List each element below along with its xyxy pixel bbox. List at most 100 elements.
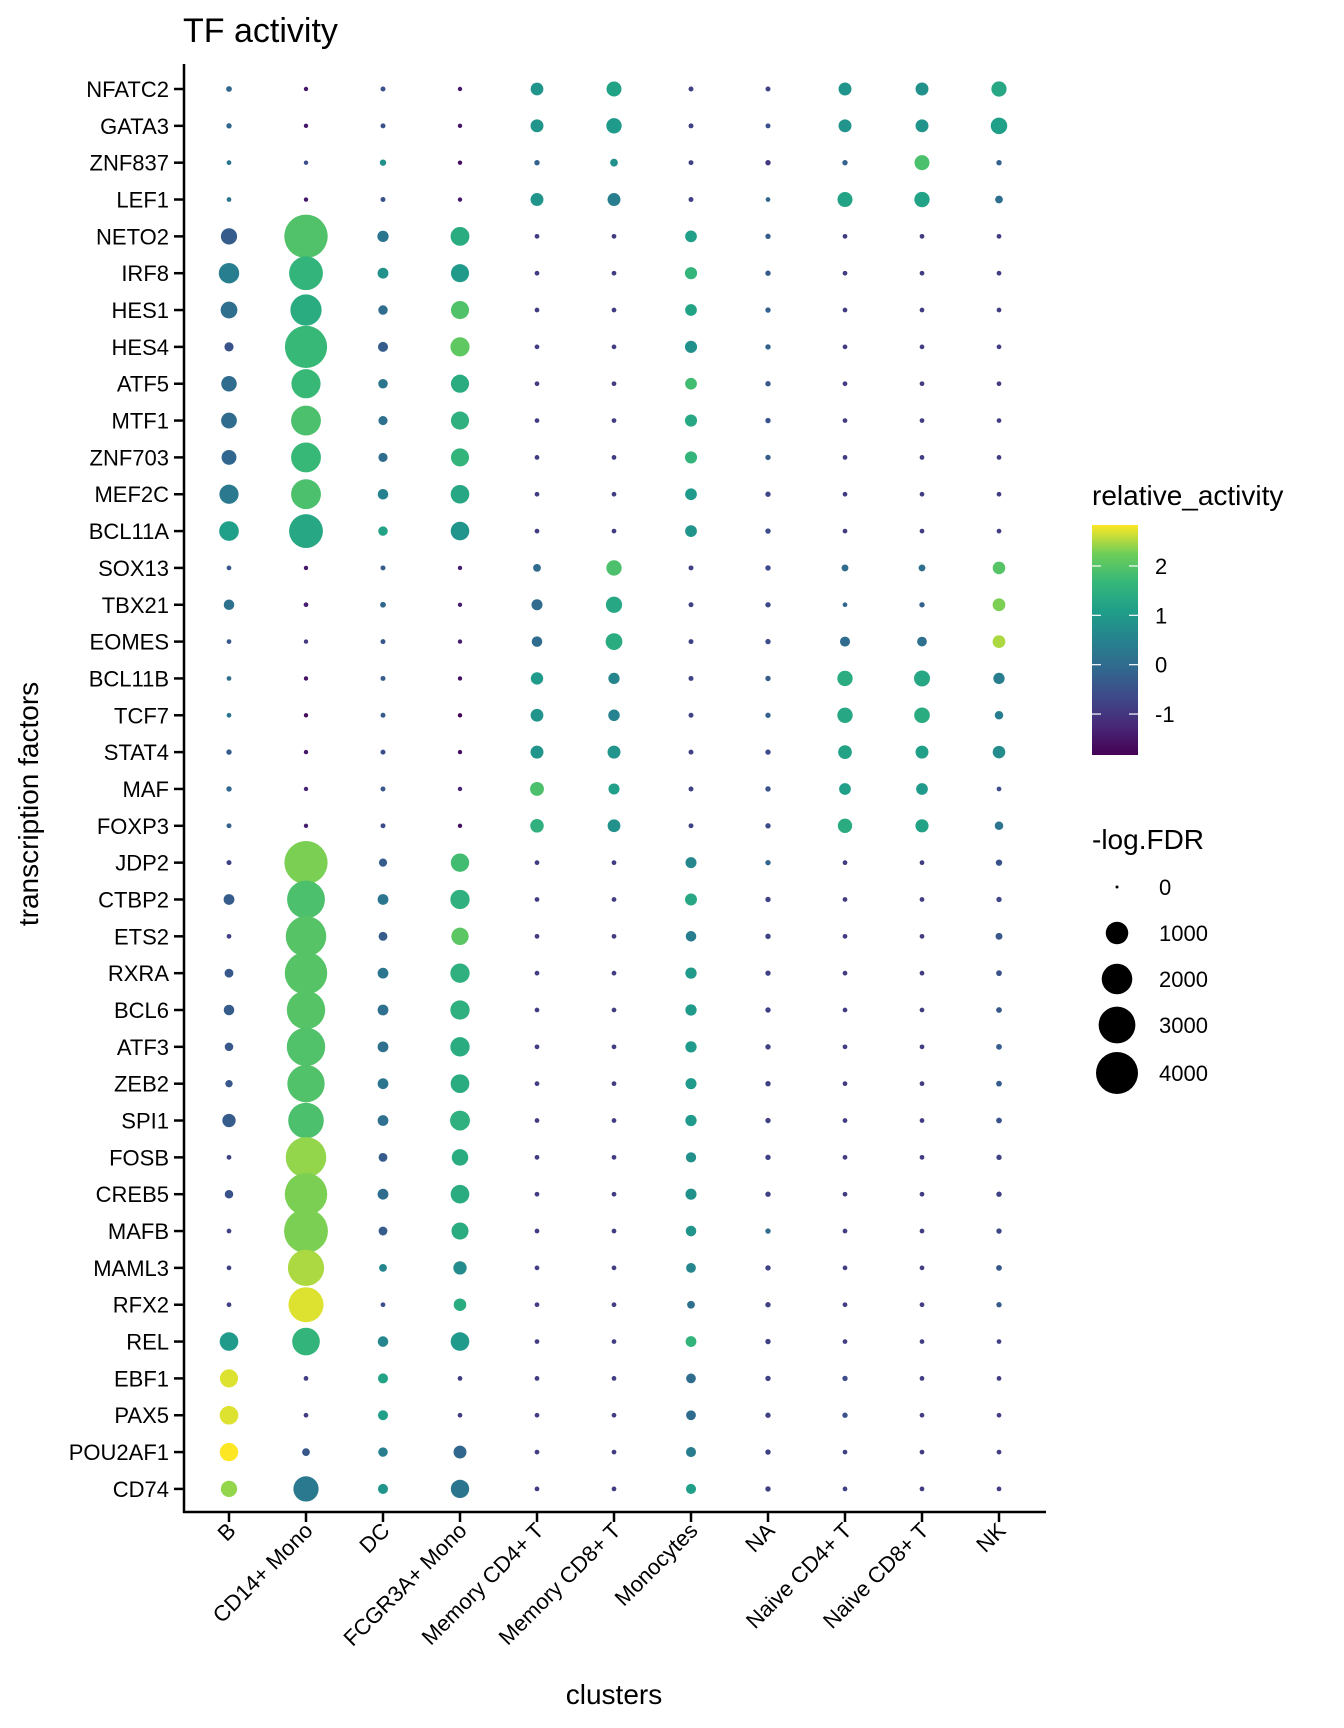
dot-ZNF703-B <box>221 449 237 465</box>
dot-ATF3-Naive-CD8-T <box>919 1044 925 1050</box>
dot-ZNF837-FCGR3A-Mono <box>457 160 463 165</box>
dot-LEF1-Memory-CD8-T <box>607 193 621 206</box>
dot-BCL11B-Naive-CD8-T <box>914 670 930 687</box>
dot-JDP2-NA <box>765 859 771 866</box>
x-tick-label: NA <box>740 1518 780 1558</box>
dot-ATF3-NK <box>996 1043 1002 1050</box>
dot-TBX21-FCGR3A-Mono <box>457 602 463 607</box>
dot-BCL6-FCGR3A-Mono <box>450 1000 470 1020</box>
dot-GATA3-Memory-CD8-T <box>606 118 622 134</box>
dot-MAFB-Naive-CD4-T <box>842 1228 848 1234</box>
dot-LEF1-DC <box>380 197 386 203</box>
dot-RXRA-Naive-CD8-T <box>919 970 925 976</box>
dot-CD74-FCGR3A-Mono <box>450 1479 470 1499</box>
dot-ZNF703-Naive-CD8-T <box>919 455 925 460</box>
dot-ATF3-Naive-CD4-T <box>842 1044 848 1050</box>
dot-RFX2-Memory-CD4-T <box>534 1302 540 1308</box>
dot-MAF-Memory-CD4-T <box>530 782 544 796</box>
dot-JDP2-DC <box>378 858 388 867</box>
dot-ZNF703-FCGR3A-Mono <box>450 448 470 467</box>
dot-CREB5-Monocytes <box>685 1188 697 1200</box>
dot-MAFB-B <box>226 1228 232 1234</box>
dot-HES1-Naive-CD8-T <box>919 307 925 313</box>
dot-RFX2-B <box>226 1302 232 1308</box>
dot-CTBP2-DC <box>377 894 389 905</box>
dot-BCL11A-Memory-CD8-T <box>611 528 617 534</box>
dot-HES4-NK <box>996 344 1002 350</box>
dot-POU2AF1-CD14-Mono <box>302 1448 310 1456</box>
dot-MAML3-Monocytes <box>686 1263 696 1273</box>
dot-ATF5-B <box>221 375 237 392</box>
points-layer <box>218 81 1008 1502</box>
dot-MAF-Naive-CD4-T <box>839 783 851 795</box>
dot-MAFB-FCGR3A-Mono <box>451 1222 469 1240</box>
dot-TCF7-Naive-CD8-T <box>914 707 930 724</box>
dot-BCL11B-NA <box>765 675 771 682</box>
dot-SPI1-Memory-CD4-T <box>534 1118 540 1123</box>
dot-BCL11A-FCGR3A-Mono <box>450 521 470 541</box>
dot-REL-CD14-Mono <box>292 1327 320 1356</box>
dot-MEF2C-Memory-CD4-T <box>534 491 540 497</box>
dot-SOX13-Naive-CD8-T <box>918 564 926 572</box>
dot-HES4-CD14-Mono <box>284 325 328 368</box>
dot-SOX13-FCGR3A-Mono <box>457 565 463 571</box>
dot-FOXP3-Naive-CD8-T <box>915 819 929 833</box>
dot-REL-Naive-CD8-T <box>919 1339 925 1344</box>
dot-BCL6-Naive-CD4-T <box>842 1007 848 1013</box>
dot-HES1-NK <box>996 307 1002 313</box>
dot-NETO2-B <box>220 228 238 245</box>
dot-GATA3-FCGR3A-Mono <box>457 123 463 129</box>
y-tick-label: TBX21 <box>102 593 169 618</box>
dot-ETS2-CD14-Mono <box>285 916 327 957</box>
dot-ZEB2-NA <box>765 1080 771 1087</box>
dot-REL-NK <box>996 1339 1002 1344</box>
dot-STAT4-NK <box>992 745 1006 759</box>
dot-LEF1-Memory-CD4-T <box>530 193 544 206</box>
dot-JDP2-NK <box>995 859 1003 866</box>
dot-LEF1-NA <box>765 197 771 202</box>
y-axis-ticks: NFATC2 GATA3 ZNF837 LEF1 NETO2 IRF8 HES1 HES4 AT… <box>69 77 184 1502</box>
dot-POU2AF1-B <box>219 1442 239 1462</box>
dot-BCL11A-NA <box>765 528 771 534</box>
dot-CTBP2-Memory-CD8-T <box>611 897 617 902</box>
dot-STAT4-DC <box>380 749 386 755</box>
y-tick-label: LEF1 <box>116 188 169 213</box>
dot-EOMES-Memory-CD4-T <box>531 636 543 647</box>
dot-PAX5-Memory-CD8-T <box>611 1412 617 1418</box>
dot-RXRA-NK <box>996 970 1002 977</box>
dot-ETS2-Memory-CD4-T <box>534 933 540 939</box>
dot-ATF5-Memory-CD4-T <box>534 381 540 387</box>
dot-ZNF703-NK <box>996 455 1002 460</box>
dot-ZNF703-Memory-CD8-T <box>611 455 617 460</box>
dot-ZNF703-Memory-CD4-T <box>534 455 540 460</box>
dot-ZNF837-Memory-CD4-T <box>534 159 540 166</box>
dot-ZNF837-B <box>226 160 232 166</box>
dot-TBX21-Memory-CD4-T <box>531 599 543 611</box>
dot-EOMES-NA <box>765 638 771 645</box>
dot-NFATC2-Memory-CD8-T <box>606 81 622 97</box>
dot-HES1-Memory-CD4-T <box>534 307 540 313</box>
dot-FOXP3-Naive-CD4-T <box>837 818 853 833</box>
dot-FOSB-Monocytes <box>685 1152 697 1163</box>
dot-HES4-NA <box>765 344 771 350</box>
dot-SOX13-CD14-Mono <box>303 565 309 571</box>
dot-EOMES-Naive-CD4-T <box>839 636 851 647</box>
y-tick-label: FOSB <box>109 1145 169 1170</box>
dot-BCL11B-B <box>226 676 232 681</box>
dot-CTBP2-NA <box>765 896 771 903</box>
dot-NETO2-DC <box>377 230 389 242</box>
dot-EBF1-Memory-CD8-T <box>611 1376 617 1381</box>
dot-MAFB-Naive-CD8-T <box>919 1228 925 1234</box>
dot-MAF-FCGR3A-Mono <box>457 786 463 792</box>
dot-MTF1-FCGR3A-Mono <box>450 411 470 430</box>
dot-HES1-Monocytes <box>685 304 697 316</box>
dot-LEF1-NK <box>995 195 1003 204</box>
dot-ATF5-FCGR3A-Mono <box>450 374 470 393</box>
dot-FOXP3-Monocytes <box>688 823 694 829</box>
dot-CD74-Memory-CD8-T <box>611 1486 617 1492</box>
dot-ATF3-Memory-CD4-T <box>534 1044 540 1050</box>
colorbar-tick-label: 0 <box>1155 653 1167 678</box>
dot-MAML3-CD14-Mono <box>287 1249 325 1286</box>
dot-MEF2C-DC <box>377 488 389 500</box>
dot-MEF2C-FCGR3A-Mono <box>450 484 470 504</box>
